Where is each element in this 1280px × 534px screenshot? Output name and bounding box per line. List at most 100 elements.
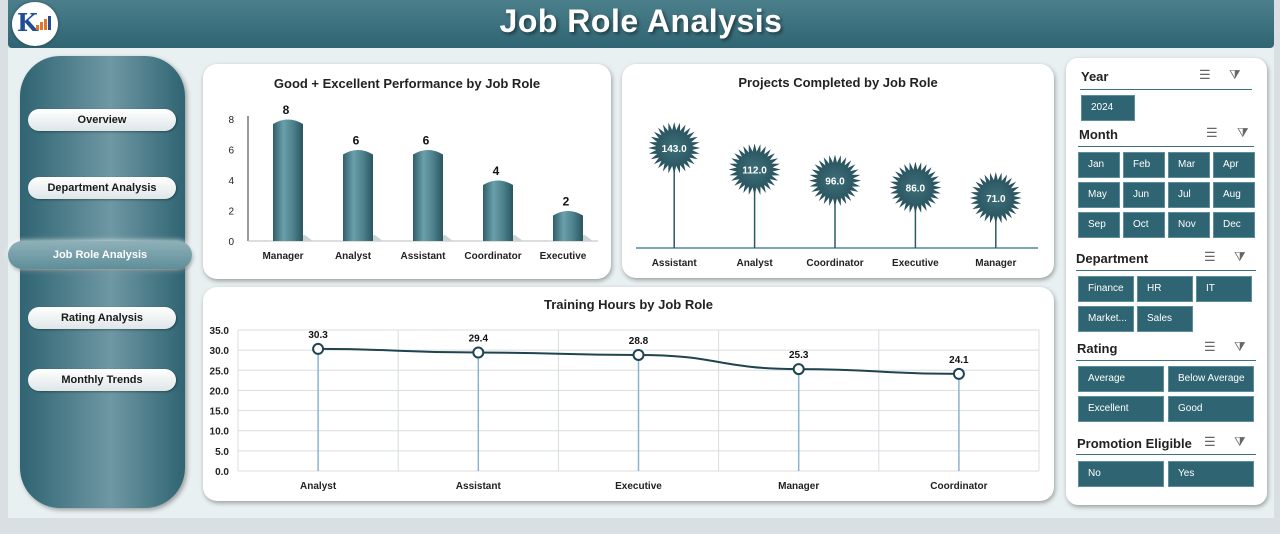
projects-x-tick: Analyst: [737, 258, 774, 269]
slicer-month-oct[interactable]: Oct: [1123, 212, 1165, 238]
performance-data-label: 2: [563, 195, 570, 209]
rating-divider: [1076, 360, 1256, 361]
year-divider: [1080, 89, 1252, 90]
performance-bar: [273, 119, 303, 241]
clear-filter-icon[interactable]: ⧩: [1237, 125, 1249, 140]
slicer-month-jan[interactable]: Jan: [1078, 152, 1120, 178]
performance-y-tick: 6: [228, 146, 234, 157]
year-slicer-title: Year: [1081, 69, 1109, 84]
slicer-rating-good[interactable]: Good: [1168, 396, 1254, 422]
projects-data-label: 86.0: [906, 184, 926, 195]
multi-select-icon[interactable]: ☰: [1199, 67, 1211, 82]
slicer-department-finance[interactable]: Finance: [1078, 276, 1134, 302]
slicer-month-mar[interactable]: Mar: [1168, 152, 1210, 178]
slicer-year-2024[interactable]: 2024: [1081, 95, 1135, 121]
nav-rating-analysis-button[interactable]: Rating Analysis: [28, 307, 176, 329]
nav-overview-button[interactable]: Overview: [28, 109, 176, 131]
performance-y-tick: 4: [228, 176, 234, 187]
slicer-panel: Year ☰ ⧩ 2024 Month ☰ ⧩ Jan Feb Mar Apr May J…: [1066, 58, 1267, 505]
department-slicer-title: Department: [1076, 251, 1149, 266]
training-y-tick: 5.0: [215, 447, 229, 458]
performance-x-tick: Coordinator: [464, 251, 521, 262]
performance-y-tick: 0: [228, 237, 234, 248]
nav-job-role-analysis-button[interactable]: Job Role Analysis: [8, 241, 192, 269]
slicer-month-aug[interactable]: Aug: [1213, 182, 1255, 208]
performance-bar: [483, 180, 513, 241]
performance-data-label: 8: [283, 103, 290, 117]
logo-bars-icon: [36, 16, 51, 30]
projects-burst-marker: [969, 172, 1022, 224]
projects-burst-marker: [889, 161, 942, 214]
training-x-tick: Manager: [778, 481, 819, 492]
training-y-tick: 30.0: [210, 346, 230, 357]
training-y-tick: 15.0: [210, 407, 230, 418]
projects-chart-card: Projects Completed by Job Role 143.0 Assi…: [622, 64, 1054, 278]
slicer-month-jul[interactable]: Jul: [1168, 182, 1210, 208]
training-x-tick: Executive: [615, 481, 662, 492]
multi-select-icon[interactable]: ☰: [1204, 249, 1216, 264]
header-bar: Job Role Analysis: [8, 0, 1274, 48]
projects-x-tick: Executive: [892, 258, 939, 269]
projects-burst-marker: [809, 154, 861, 207]
performance-data-label: 4: [493, 164, 500, 178]
promotion-slicer-title: Promotion Eligible: [1077, 436, 1192, 451]
clear-filter-icon[interactable]: ⧩: [1234, 249, 1246, 264]
slicer-month-feb[interactable]: Feb: [1123, 152, 1165, 178]
training-chart-title: Training Hours by Job Role: [543, 297, 714, 312]
logo-text: K: [17, 8, 38, 37]
clear-filter-icon[interactable]: ⧩: [1234, 434, 1246, 449]
projects-burst-marker: [648, 122, 701, 174]
multi-select-icon[interactable]: ☰: [1206, 125, 1218, 140]
projects-x-tick: Assistant: [652, 258, 698, 269]
slicer-department-sales[interactable]: Sales: [1137, 306, 1193, 332]
training-point: [472, 346, 485, 359]
slicer-month-apr[interactable]: Apr: [1213, 152, 1255, 178]
training-x-tick: Analyst: [300, 481, 337, 492]
slicer-rating-below-average[interactable]: Below Average: [1168, 366, 1254, 392]
slicer-month-dec[interactable]: Dec: [1213, 212, 1255, 238]
performance-x-tick: Analyst: [335, 251, 372, 262]
training-point: [952, 367, 965, 380]
projects-burst-marker: [728, 143, 781, 196]
rating-slicer-title: Rating: [1077, 341, 1118, 356]
training-point: [792, 363, 805, 376]
month-divider: [1078, 146, 1254, 147]
training-chart-card: Training Hours by Job Role 0.0 5.0 10.0 15.…: [203, 287, 1054, 501]
slicer-month-nov[interactable]: Nov: [1168, 212, 1210, 238]
slicer-promotion-yes[interactable]: Yes: [1168, 461, 1254, 487]
training-y-tick: 10.0: [210, 427, 230, 438]
month-slicer-title: Month: [1079, 127, 1118, 142]
department-divider: [1076, 270, 1256, 271]
performance-x-tick: Executive: [540, 251, 587, 262]
nav-department-analysis-button[interactable]: Department Analysis: [28, 177, 176, 199]
training-chart: 0.0 5.0 10.0 15.0 20.0 25.0 30.0 35.0 30.3 Analys…: [210, 326, 1040, 492]
slicer-rating-average[interactable]: Average: [1078, 366, 1164, 392]
nav-monthly-trends-button[interactable]: Monthly Trends: [28, 369, 176, 391]
page-title: Job Role Analysis: [499, 3, 783, 39]
slicer-promotion-no[interactable]: No: [1078, 461, 1164, 487]
training-y-tick: 25.0: [210, 366, 230, 377]
clear-filter-icon[interactable]: ⧩: [1229, 67, 1241, 82]
training-data-label: 30.3: [308, 330, 328, 341]
training-data-label: 29.4: [469, 334, 489, 345]
slicer-month-may[interactable]: May: [1078, 182, 1120, 208]
training-x-tick: Coordinator: [930, 481, 987, 492]
projects-x-tick: Manager: [975, 258, 1016, 269]
slicer-department-market[interactable]: Market...: [1078, 306, 1134, 332]
performance-y-tick: 8: [228, 115, 234, 126]
multi-select-icon[interactable]: ☰: [1204, 434, 1216, 449]
slicer-rating-excellent[interactable]: Excellent: [1078, 396, 1164, 422]
training-data-label: 28.8: [629, 336, 649, 347]
performance-data-label: 6: [423, 134, 430, 148]
slicer-department-it[interactable]: IT: [1196, 276, 1252, 302]
sidebar: Overview Department Analysis Job Role An…: [8, 56, 192, 508]
performance-x-tick: Assistant: [400, 251, 446, 262]
clear-filter-icon[interactable]: ⧩: [1234, 339, 1246, 354]
slicer-month-sep[interactable]: Sep: [1078, 212, 1120, 238]
projects-data-label: 71.0: [986, 194, 1006, 205]
slicer-month-jun[interactable]: Jun: [1123, 182, 1165, 208]
slicer-department-hr[interactable]: HR: [1137, 276, 1193, 302]
multi-select-icon[interactable]: ☰: [1204, 339, 1216, 354]
performance-x-tick: Manager: [262, 251, 303, 262]
performance-data-label: 6: [353, 134, 360, 148]
